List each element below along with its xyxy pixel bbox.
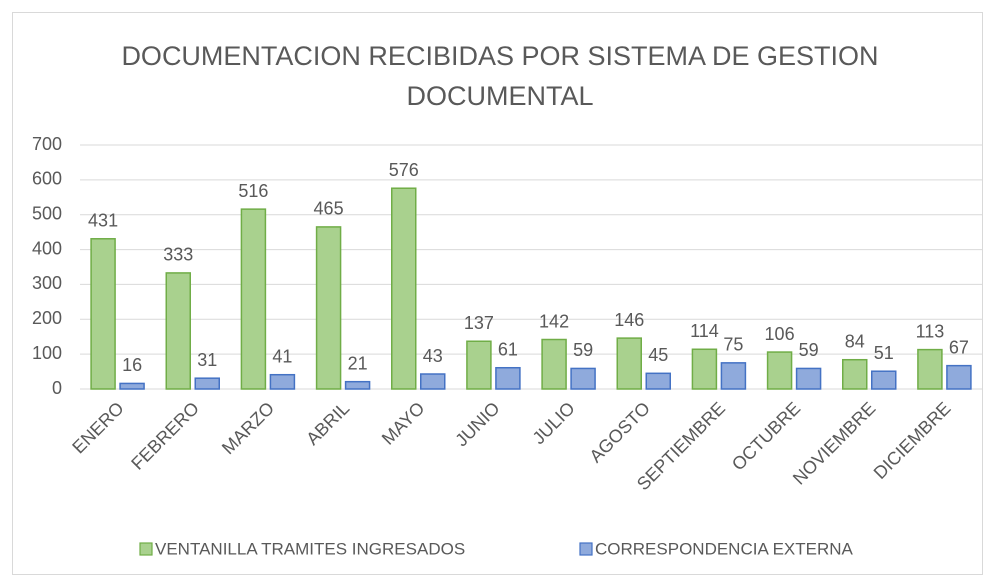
bar — [541, 338, 567, 390]
bar — [946, 364, 972, 390]
bar — [616, 337, 642, 390]
data-label: 516 — [238, 181, 268, 201]
data-label: 114 — [690, 321, 719, 341]
bar — [344, 380, 371, 390]
data-label: 465 — [314, 199, 344, 219]
data-label: 75 — [723, 335, 743, 355]
bar — [795, 367, 822, 390]
data-label: 84 — [845, 331, 865, 351]
bar — [420, 373, 446, 390]
x-tick-label: MAYO — [378, 398, 429, 449]
x-tick-label: OCTUBRE — [728, 398, 804, 474]
x-tick-label: DICIEMBRE — [870, 398, 955, 483]
y-tick-label: 700 — [32, 134, 62, 154]
bar — [269, 373, 296, 390]
x-tick-label: ENERO — [68, 398, 127, 457]
x-tick-label: ABRIL — [302, 398, 353, 449]
y-tick-label: 400 — [32, 238, 62, 258]
y-tick-label: 300 — [32, 273, 62, 293]
data-label: 146 — [614, 310, 644, 330]
data-label: 51 — [874, 343, 894, 363]
bar — [766, 351, 793, 390]
bar — [871, 370, 897, 390]
bar — [90, 238, 116, 390]
legend-swatch — [579, 542, 593, 556]
y-tick-label: 600 — [32, 169, 62, 189]
data-label: 142 — [539, 311, 569, 331]
bar — [391, 187, 417, 390]
bar — [720, 362, 747, 390]
y-tick-label: 200 — [32, 308, 62, 328]
x-tick-label: AGOSTO — [586, 398, 654, 466]
x-tick-label: MARZO — [218, 398, 278, 458]
legend-label: VENTANILLA TRAMITES INGRESADOS — [155, 539, 465, 558]
data-label: 431 — [88, 211, 118, 231]
data-label: 137 — [464, 313, 494, 333]
y-tick-label: 500 — [32, 203, 62, 223]
bar — [165, 272, 191, 390]
bar — [119, 382, 145, 390]
bar — [194, 377, 220, 390]
chart-title: DOCUMENTACION RECIBIDAS POR SISTEMA DE G… — [121, 41, 879, 111]
y-tick-label: 100 — [32, 343, 62, 363]
bar — [570, 367, 596, 390]
data-label: 59 — [573, 340, 593, 360]
bar — [645, 372, 671, 390]
data-label: 45 — [648, 345, 668, 365]
legend-swatch — [139, 542, 153, 556]
data-label: 67 — [949, 337, 969, 357]
bar — [691, 348, 718, 390]
legend-label: CORRESPONDENCIA EXTERNA — [595, 539, 854, 558]
bar — [240, 208, 267, 390]
data-label: 106 — [765, 324, 795, 344]
data-label: 61 — [498, 339, 518, 359]
x-tick-label: FEBRERO — [127, 398, 203, 474]
x-tick-label: JUNIO — [451, 398, 503, 450]
data-label: 16 — [122, 355, 142, 375]
data-label: 43 — [423, 346, 443, 366]
bar — [315, 226, 342, 390]
data-label: 31 — [197, 350, 217, 370]
data-label: 113 — [916, 321, 945, 341]
x-tick-label: JULIO — [529, 398, 579, 448]
chart-border — [12, 12, 983, 575]
bar — [495, 366, 521, 390]
data-label: 59 — [799, 340, 819, 360]
bar — [917, 348, 943, 390]
data-label: 41 — [272, 346, 292, 366]
bar — [466, 340, 492, 390]
data-label: 21 — [348, 353, 368, 373]
bar — [842, 358, 868, 390]
y-tick-label: 0 — [52, 378, 62, 398]
data-label: 333 — [163, 245, 193, 265]
data-label: 576 — [389, 160, 419, 180]
